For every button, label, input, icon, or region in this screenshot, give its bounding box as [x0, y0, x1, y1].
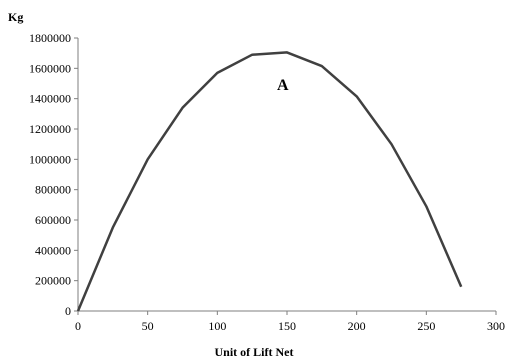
x-axis-title: Unit of Lift Net: [215, 345, 294, 359]
y-tick-label: 200000: [35, 274, 71, 288]
y-tick-label: 1400000: [29, 92, 71, 106]
y-tick-label: 1200000: [29, 122, 71, 136]
y-tick-label: 1600000: [29, 61, 71, 75]
x-tick-label: 200: [348, 319, 366, 333]
x-tick-label: 300: [487, 319, 505, 333]
y-tick-label: 600000: [35, 213, 71, 227]
y-tick-label: 0: [65, 304, 71, 318]
x-axis-ticks: 0 50 100 150 200 250 300: [75, 311, 505, 333]
y-axis-title: Kg: [8, 10, 23, 24]
y-tick-label: 400000: [35, 243, 71, 257]
y-tick-label: 1800000: [29, 31, 71, 45]
x-tick-label: 250: [417, 319, 435, 333]
y-tick-label: 800000: [35, 183, 71, 197]
series-annotation: A: [277, 77, 289, 94]
y-axis-ticks: 0 200000 400000 600000 800000 1000000 1200000 1…: [29, 31, 78, 318]
series-layer: [76, 51, 463, 312]
x-tick-label: 100: [208, 319, 226, 333]
series-line: [76, 51, 463, 312]
y-tick-label: 1000000: [29, 152, 71, 166]
x-tick-label: 150: [278, 319, 296, 333]
x-tick-label: 0: [75, 319, 81, 333]
x-tick-label: 50: [142, 319, 154, 333]
